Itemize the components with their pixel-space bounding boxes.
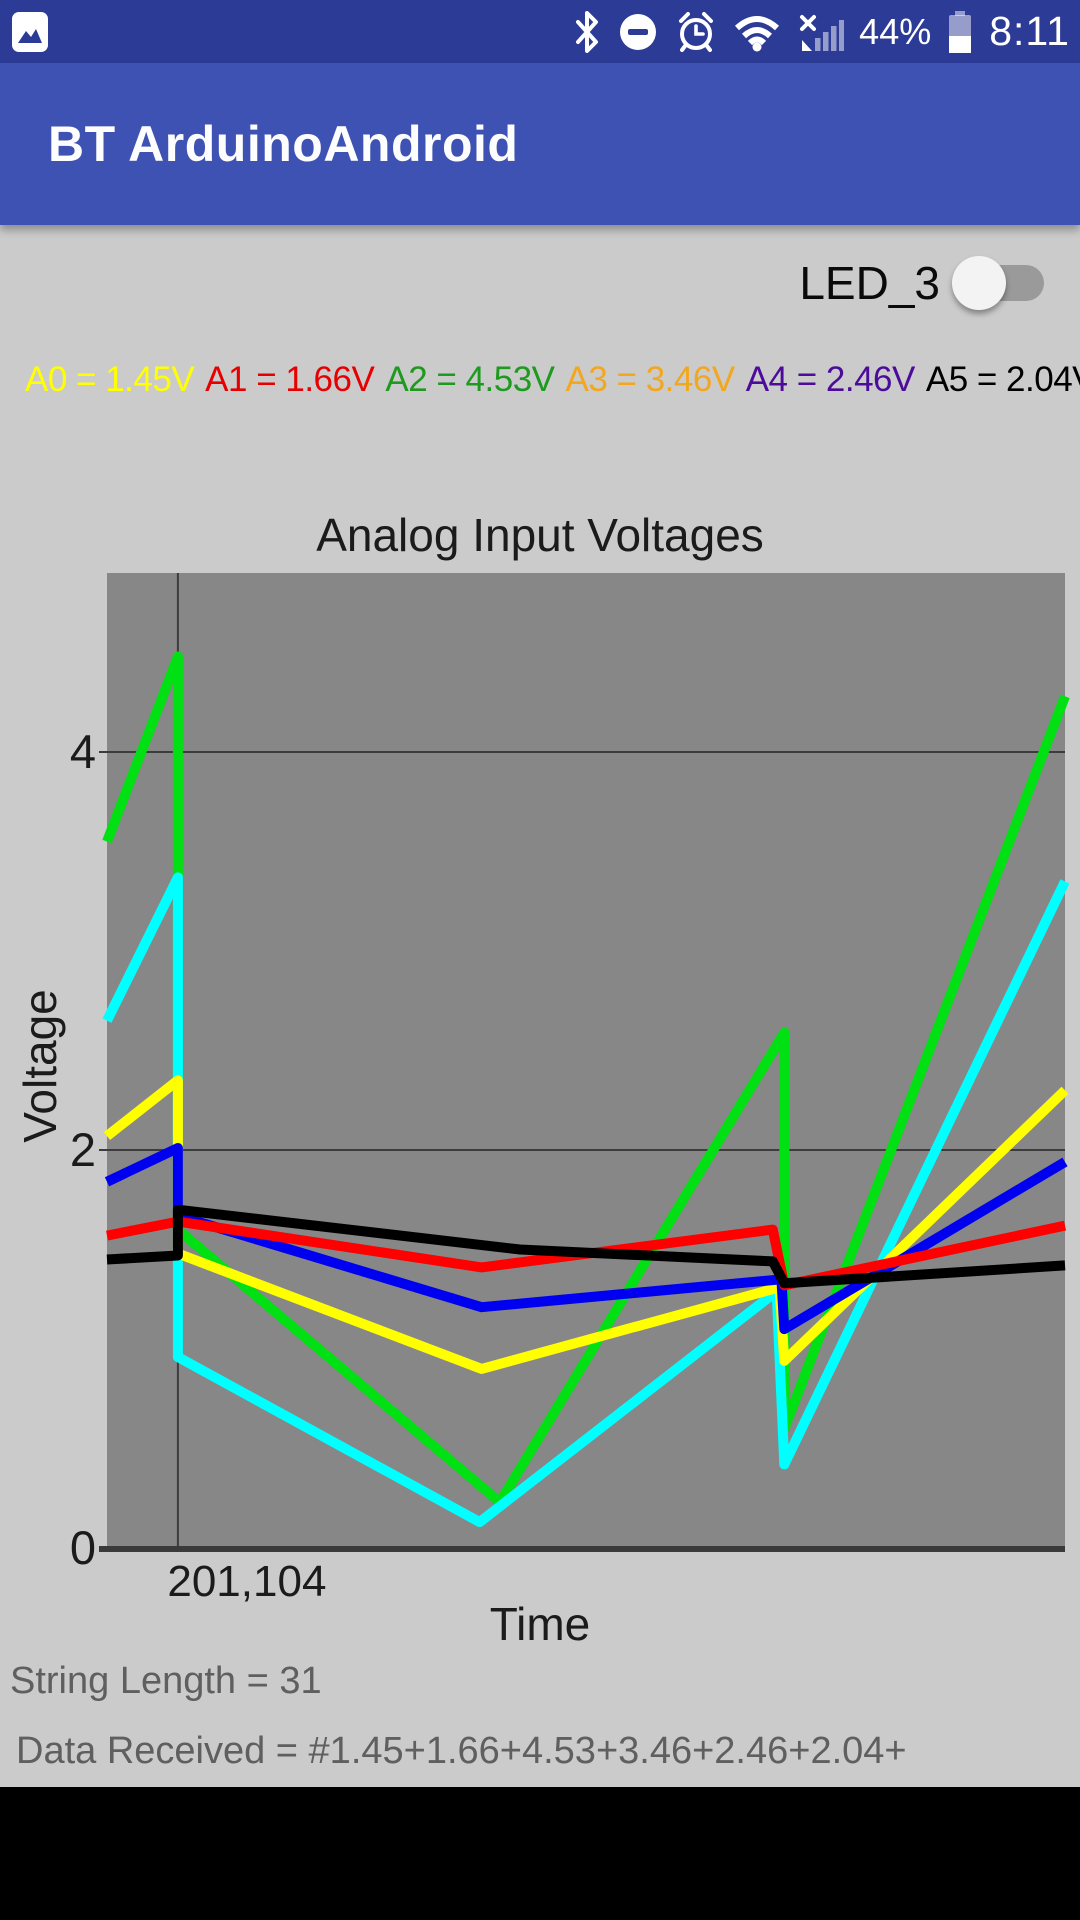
svg-text:0: 0 bbox=[70, 1521, 96, 1574]
switch-thumb bbox=[952, 256, 1006, 310]
led-row: LED_3 bbox=[799, 240, 1080, 326]
app-bar: BT ArduinoAndroid bbox=[0, 63, 1080, 225]
bluetooth-icon bbox=[576, 10, 599, 53]
do-not-disturb-icon bbox=[620, 13, 657, 50]
svg-text:201,104: 201,104 bbox=[167, 1557, 326, 1606]
alarm-clock-icon bbox=[679, 11, 714, 52]
app-title: BT ArduinoAndroid bbox=[48, 116, 519, 172]
y-axis-label: Voltage bbox=[14, 989, 66, 1142]
reading-a4: A4 = 2.46V bbox=[745, 360, 916, 399]
cell-signal-no-sim-icon bbox=[800, 14, 845, 51]
chart-series-lines bbox=[102, 651, 1070, 1528]
chart-title: Analog Input Voltages bbox=[316, 509, 764, 561]
svg-text:4: 4 bbox=[70, 725, 96, 778]
status-icons: 44% 8:11 bbox=[572, 8, 1070, 55]
status-bar: 44% 8:11 bbox=[0, 0, 1080, 63]
reading-a0: A0 = 1.45V bbox=[25, 360, 195, 399]
reading-a1: A1 = 1.66V bbox=[205, 360, 375, 399]
svg-text:2: 2 bbox=[70, 1123, 96, 1176]
plot-area bbox=[107, 573, 1065, 1548]
clock-time: 8:11 bbox=[989, 8, 1070, 54]
series-line-blue bbox=[104, 1143, 1068, 1335]
series-line-yellow bbox=[103, 1075, 1069, 1374]
notification-area bbox=[10, 10, 50, 54]
reading-a2: A2 = 4.53V bbox=[385, 360, 555, 399]
x-axis-label: Time bbox=[490, 1598, 591, 1650]
battery-icon bbox=[949, 10, 972, 53]
wifi-icon bbox=[735, 15, 780, 51]
photo-notification-icon bbox=[12, 11, 48, 52]
led-label: LED_3 bbox=[799, 257, 940, 309]
reading-a3: A3 = 3.46V bbox=[565, 360, 736, 399]
reading-a5: A5 = 2.04V bbox=[925, 360, 1080, 399]
battery-percent: 44% bbox=[859, 10, 932, 52]
data-received-text: Data Received = #1.45+1.66+4.53+3.46+2.4… bbox=[16, 1730, 907, 1772]
navigation-bar bbox=[0, 1787, 1080, 1920]
chart-axes: 0 2 4 201,104 bbox=[70, 725, 1065, 1606]
string-length-text: String Length = 31 bbox=[10, 1660, 322, 1702]
series-line-black bbox=[106, 1204, 1066, 1289]
series-line-cyan bbox=[102, 872, 1070, 1528]
led-toggle-switch[interactable] bbox=[952, 256, 1044, 310]
voltage-readings: A0 = 1.45V A1 = 1.66V A2 = 4.53V A3 = 3.46V… bbox=[25, 360, 1080, 400]
